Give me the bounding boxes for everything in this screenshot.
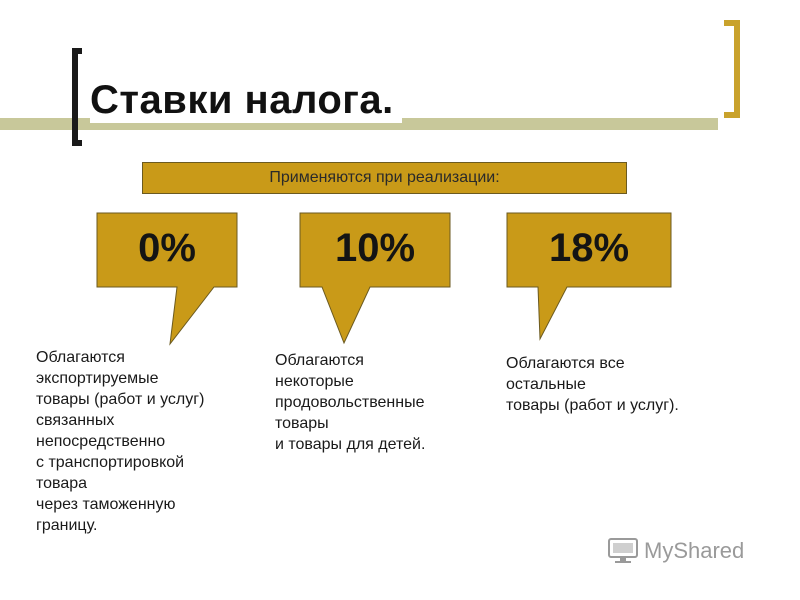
rate-0-label: 0% — [138, 226, 196, 270]
rate-0-description: Облагаются экспортируемые товары (работ … — [36, 349, 205, 534]
left-bracket — [72, 48, 82, 146]
callout-18-shape — [506, 212, 672, 341]
page-title: Ставки налога. — [90, 78, 402, 123]
rate-18-label: 18% — [548, 226, 630, 270]
subtitle-text: Применяются при реализации: — [269, 169, 500, 186]
monitor-icon — [608, 538, 638, 563]
rate-18-description: Облагаются все остальные товары (работ и… — [506, 355, 679, 414]
callout-10-shape — [299, 212, 451, 345]
callout-0-shape — [96, 212, 238, 346]
logo-text: MyShared — [644, 538, 745, 563]
rate-10-label: 10% — [334, 226, 416, 270]
subtitle-banner: Применяются при реализации: — [142, 162, 627, 194]
rate-10-description: Облагаются некоторые продовольственные т… — [275, 352, 426, 453]
right-bracket — [724, 20, 740, 118]
watermark-logo: MyShared — [608, 538, 744, 564]
